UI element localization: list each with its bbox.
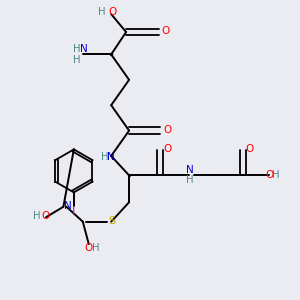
Text: O: O — [245, 144, 253, 154]
Text: H: H — [98, 7, 106, 17]
Text: I: I — [72, 205, 76, 218]
Text: O: O — [265, 170, 274, 180]
Text: O: O — [161, 26, 170, 37]
Text: H: H — [186, 175, 193, 185]
Text: N: N — [80, 44, 88, 54]
Text: H: H — [33, 211, 40, 221]
Text: N: N — [185, 165, 193, 175]
Text: O: O — [41, 211, 50, 221]
Text: H: H — [92, 243, 100, 253]
Text: H: H — [272, 170, 280, 180]
Text: N: N — [64, 200, 71, 211]
Text: H: H — [74, 44, 81, 54]
Text: O: O — [109, 7, 117, 17]
Text: O: O — [163, 144, 171, 154]
Text: O: O — [163, 125, 171, 135]
Text: O: O — [85, 243, 93, 253]
Text: H: H — [74, 55, 81, 65]
Text: H: H — [101, 152, 108, 162]
Text: S: S — [108, 216, 115, 226]
Text: N: N — [107, 152, 115, 162]
